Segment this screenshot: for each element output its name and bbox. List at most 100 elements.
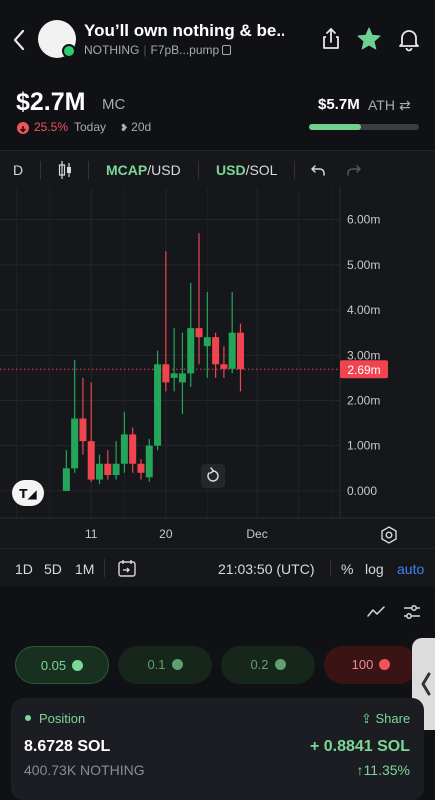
candle-body — [220, 364, 228, 369]
pill-icon — [62, 44, 76, 58]
candle-body — [71, 418, 79, 469]
candle-body — [120, 434, 128, 464]
usd-sol-toggle[interactable]: USD/SOL — [216, 162, 278, 178]
candle-body — [87, 441, 95, 480]
current-price-label: 2.69m — [347, 363, 380, 377]
solana-icon — [274, 659, 286, 670]
percent-icon — [379, 659, 391, 670]
preset-sell-100[interactable]: 100 — [324, 646, 418, 684]
market-cap-value: $2.7M — [16, 88, 86, 116]
tradingview-logo[interactable]: T◢ — [12, 480, 44, 506]
candle-body — [187, 328, 195, 374]
ath-label: ATH ⇄ — [368, 97, 411, 113]
candle-body — [212, 337, 220, 365]
timeframe-bar: 1D 5D 1M 21:03:50 (UTC) % log auto — [0, 548, 435, 586]
redo-icon[interactable] — [346, 162, 362, 178]
candle-body — [203, 337, 211, 347]
change-percent: 25.5% — [34, 120, 69, 134]
position-tokens: 400.73K NOTHING — [24, 762, 145, 778]
up-arrow-icon: ↑ — [356, 762, 364, 778]
bell-icon[interactable] — [396, 26, 422, 52]
candle-body — [96, 463, 104, 480]
preset-buy-0-05[interactable]: 0.05 — [15, 646, 109, 684]
candle-body — [195, 328, 203, 338]
mcap-usd-toggle[interactable]: MCAP/USD — [106, 162, 181, 178]
candle-body — [145, 445, 153, 478]
solana-icon — [72, 660, 84, 671]
chevron-left-icon — [421, 672, 431, 696]
share-position-button[interactable]: ⇪ Share — [361, 711, 411, 726]
line-chart-icon[interactable] — [366, 604, 386, 620]
candlestick-icon[interactable] — [58, 160, 72, 180]
preset-buy-0-2[interactable]: 0.2 — [221, 646, 315, 684]
y-tick-label: 1.00m — [347, 439, 380, 453]
ath-progress-bar — [309, 124, 419, 130]
log-toggle[interactable]: log — [365, 561, 384, 577]
reset-icon — [207, 467, 219, 482]
contract-address[interactable]: F7pB...pump — [150, 43, 220, 57]
candle-body — [112, 463, 120, 476]
market-stats: $2.7M MC 25.5% Today ❥ 20d $5.7M ATH ⇄ — [0, 80, 435, 150]
back-arrow-icon[interactable] — [8, 26, 30, 54]
candle-body — [162, 364, 170, 383]
timeframe-5d[interactable]: 5D — [44, 561, 62, 577]
candle-body — [228, 332, 236, 369]
auto-toggle[interactable]: auto — [397, 561, 425, 577]
y-tick-label: 2.00m — [347, 393, 380, 407]
token-header: You’ll own nothing & be... NOTHING | F7pB.… — [0, 0, 435, 80]
candle-body — [178, 373, 186, 383]
token-subtitle: NOTHING | F7pB...pump — [84, 43, 232, 57]
current-price-badge — [340, 360, 388, 379]
interval-selector[interactable]: D — [13, 162, 24, 178]
candle-body — [236, 332, 244, 370]
candle-body — [62, 468, 70, 491]
star-icon[interactable] — [356, 26, 382, 52]
share-icon: ⇪ — [361, 711, 376, 726]
x-tick-label: 20 — [159, 527, 173, 541]
y-tick-label: 3.00m — [347, 348, 380, 362]
market-cap-label: MC — [102, 96, 126, 113]
svg-text:T◢: T◢ — [19, 487, 37, 501]
date-range-icon[interactable] — [117, 558, 137, 578]
percent-toggle[interactable]: % — [341, 561, 354, 577]
sliders-icon[interactable] — [402, 604, 422, 620]
utc-time[interactable]: 21:03:50 (UTC) — [218, 561, 315, 577]
position-amount: 8.6728 SOL — [24, 738, 111, 755]
candle-body — [104, 463, 112, 476]
candle-body — [79, 418, 87, 442]
timeframe-1m[interactable]: 1M — [75, 561, 95, 577]
price-chart[interactable]: 6.00m 5.00m 4.00m 3.00m 2.00m 1.00m 0.000 11 20 D… — [0, 188, 435, 548]
copy-icon[interactable] — [222, 45, 232, 55]
sprout-icon: ❥ — [120, 123, 132, 134]
ath-progress-fill — [309, 124, 361, 130]
candle-body — [154, 364, 162, 446]
token-logo — [38, 20, 76, 58]
token-age: ❥ 20d — [120, 120, 152, 134]
undo-icon[interactable] — [310, 162, 326, 178]
position-title: Position — [39, 711, 86, 726]
swap-icon[interactable]: ⇄ — [398, 97, 411, 113]
position-pnl-percent: ↑11.35% — [356, 762, 410, 778]
token-ticker: NOTHING — [84, 43, 140, 57]
chart-toolbar: D MCAP/USD USD/SOL — [0, 150, 435, 188]
candle-body — [129, 434, 137, 464]
x-tick-label: 11 — [85, 527, 98, 541]
position-pnl: + 0.8841 SOL — [309, 738, 410, 755]
ath-value: $5.7M — [318, 96, 360, 113]
solana-icon — [171, 659, 183, 670]
y-tick-label: 4.00m — [347, 303, 380, 317]
gear-icon — [381, 526, 397, 544]
candle-body — [137, 463, 145, 473]
preset-buy-0-1[interactable]: 0.1 — [118, 646, 212, 684]
y-tick-label: 0.000 — [347, 484, 377, 498]
position-dot-icon — [25, 715, 31, 721]
candlestick-chart[interactable]: 6.00m 5.00m 4.00m 3.00m 2.00m 1.00m 0.000 11 20 D… — [0, 188, 435, 548]
chart-settings-button[interactable] — [378, 524, 400, 546]
reset-chart-button[interactable] — [201, 464, 225, 488]
y-tick-label: 5.00m — [347, 258, 380, 272]
change-period: Today — [74, 120, 107, 134]
timeframe-1d[interactable]: 1D — [15, 561, 33, 577]
share-icon[interactable] — [318, 26, 344, 52]
position-card: Position ⇪ Share 8.6728 SOL + 0.8841 SOL… — [11, 698, 424, 800]
y-tick-label: 6.00m — [347, 213, 380, 227]
